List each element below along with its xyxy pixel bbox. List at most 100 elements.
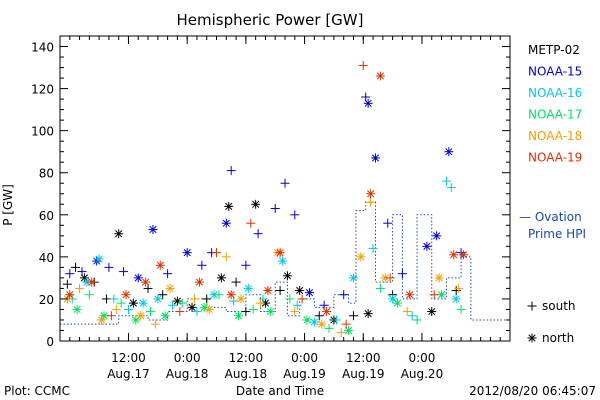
point-5-9 <box>226 290 236 300</box>
point-3-6 <box>160 311 170 321</box>
legend-noaa-16: NOAA-16 <box>528 86 582 100</box>
point-1-15 <box>270 203 280 213</box>
legend-noaa-15: NOAA-15 <box>528 65 582 79</box>
point-5-6 <box>175 307 185 317</box>
x-tick-date-4: Aug.19 <box>342 367 385 381</box>
point-2-21 <box>441 176 451 186</box>
point-3-18 <box>393 298 402 308</box>
y-tick-label-6: 120 <box>31 83 54 97</box>
x-tick-date-3: Aug.19 <box>283 367 326 381</box>
point-0-15 <box>241 307 251 317</box>
legend-noaa-17: NOAA-17 <box>528 108 582 122</box>
point-0-7 <box>143 283 153 293</box>
point-0-19 <box>282 271 292 281</box>
point-2-5 <box>138 298 148 308</box>
legend: METP-02 NOAA-15 NOAA-16 NOAA-17 NOAA-18 NOAA-… <box>519 43 586 345</box>
x-tick-time-5: 0:00 <box>408 351 435 365</box>
point-2-10 <box>229 296 239 306</box>
point-2-8 <box>192 307 202 317</box>
point-5-7 <box>194 277 204 287</box>
point-4-19 <box>402 307 412 317</box>
point-0-10 <box>187 302 197 312</box>
point-0-26 <box>427 307 437 317</box>
point-0-8 <box>158 290 168 300</box>
point-5-3 <box>121 290 131 300</box>
point-0-14 <box>231 277 241 287</box>
point-2-23 <box>451 294 461 304</box>
point-4-14 <box>317 319 327 329</box>
point-1-19 <box>319 300 329 310</box>
point-1-3 <box>104 262 114 272</box>
point-0-24 <box>363 309 373 319</box>
point-3-9 <box>214 290 224 300</box>
x-tick-time-3: 0:00 <box>291 351 318 365</box>
point-1-8 <box>182 248 192 258</box>
point-4-1 <box>75 283 85 293</box>
point-3-13 <box>285 294 295 304</box>
legend-noaa-18: NOAA-18 <box>528 129 582 143</box>
point-2-2 <box>94 254 104 264</box>
point-2-7 <box>168 300 177 310</box>
point-4-15 <box>336 328 346 338</box>
y-tick-label-2: 40 <box>39 251 54 265</box>
point-2-17 <box>348 273 358 283</box>
point-0-13 <box>224 201 234 211</box>
point-2-15 <box>309 317 319 327</box>
point-1-22 <box>363 98 373 108</box>
point-2-13 <box>278 256 288 266</box>
legend-noaa-19: NOAA-19 <box>528 151 582 165</box>
point-2-18 <box>368 243 378 253</box>
point-1-25 <box>397 269 407 279</box>
point-2-3 <box>109 294 119 304</box>
x-tick-date-1: Aug.18 <box>166 367 209 381</box>
axes: 0 20 40 60 80 100 120 140 12:00 Aug.17 0:00 Aug.18 1… <box>31 35 511 381</box>
point-1-0 <box>65 269 75 279</box>
point-1-9 <box>197 260 207 270</box>
point-3-16 <box>344 325 354 335</box>
point-0-21 <box>314 311 324 321</box>
point-0-9 <box>172 296 182 306</box>
y-tick-label-4: 80 <box>39 167 54 181</box>
point-2-20 <box>407 311 417 321</box>
point-4-21 <box>454 283 464 293</box>
legend-marker-label-south: south <box>542 299 576 313</box>
point-1-20 <box>339 290 349 300</box>
point-1-27 <box>432 231 442 241</box>
point-0-12 <box>216 273 226 283</box>
point-1-17 <box>290 210 300 220</box>
point-4-13 <box>290 307 300 317</box>
point-5-23 <box>459 250 469 260</box>
point-4-9 <box>221 252 231 262</box>
point-2-6 <box>153 294 163 304</box>
x-tick-date-0: Aug.17 <box>107 367 150 381</box>
point-0-18 <box>275 286 285 296</box>
point-1-23 <box>370 153 380 163</box>
point-1-1 <box>77 267 87 277</box>
plot-area <box>60 60 510 338</box>
point-2-4 <box>123 304 133 314</box>
point-2-14 <box>292 300 302 310</box>
point-4-6 <box>165 283 175 293</box>
point-0-1 <box>70 262 80 272</box>
y-tick-label-7: 140 <box>31 41 54 55</box>
point-5-21 <box>429 290 439 300</box>
footer-credit: Plot: CCMC <box>4 384 70 398</box>
x-tick-time-0: 12:00 <box>111 351 146 365</box>
point-0-5 <box>114 229 124 239</box>
point-1-11 <box>221 218 231 228</box>
point-1-21 <box>361 92 371 102</box>
point-2-9 <box>209 290 219 300</box>
y-tick-label-5: 100 <box>31 125 54 139</box>
point-5-10 <box>246 218 256 228</box>
legend-marker-label-north: north <box>542 331 574 345</box>
point-4-11 <box>256 298 266 308</box>
chart-title: Hemispheric Power [GW] <box>177 11 364 29</box>
point-0-16 <box>251 199 261 209</box>
point-3-17 <box>375 283 385 293</box>
point-5-18 <box>375 71 385 81</box>
legend-ovation-line2: Prime HPI <box>528 227 586 241</box>
x-tick-date-5: Aug.20 <box>401 367 444 381</box>
x-tick-time-4: 12:00 <box>346 351 381 365</box>
point-0-20 <box>295 286 305 296</box>
point-3-1 <box>84 290 94 300</box>
